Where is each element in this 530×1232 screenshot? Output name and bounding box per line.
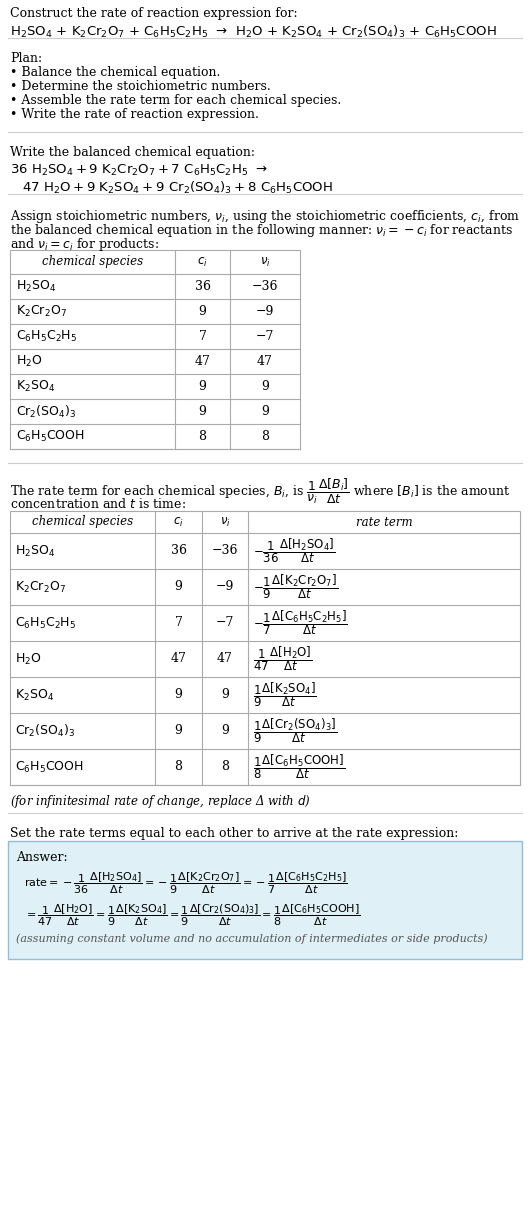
Text: $c_i$: $c_i$ xyxy=(173,515,184,529)
Text: $\nu_i$: $\nu_i$ xyxy=(219,515,231,529)
Text: $\mathregular{K_2Cr_2O_7}$: $\mathregular{K_2Cr_2O_7}$ xyxy=(16,304,67,319)
Text: 9: 9 xyxy=(199,405,207,418)
Text: $\mathregular{C_6H_5COOH}$: $\mathregular{C_6H_5COOH}$ xyxy=(15,759,84,775)
Text: −7: −7 xyxy=(256,330,274,342)
Text: Write the balanced chemical equation:: Write the balanced chemical equation: xyxy=(10,147,255,159)
Text: • Write the rate of reaction expression.: • Write the rate of reaction expression. xyxy=(10,108,259,121)
Text: • Assemble the rate term for each chemical species.: • Assemble the rate term for each chemic… xyxy=(10,94,341,107)
Text: $\mathregular{C_6H_5C_2H_5}$: $\mathregular{C_6H_5C_2H_5}$ xyxy=(16,329,77,344)
Text: 9: 9 xyxy=(221,689,229,701)
Text: $\mathregular{H_2O}$: $\mathregular{H_2O}$ xyxy=(16,354,42,370)
Text: −9: −9 xyxy=(256,306,274,318)
Text: −7: −7 xyxy=(216,616,234,630)
Text: $c_i$: $c_i$ xyxy=(197,255,208,269)
Text: 8: 8 xyxy=(261,430,269,444)
Text: chemical species: chemical species xyxy=(32,515,133,529)
Text: rate term: rate term xyxy=(356,515,412,529)
Text: 47: 47 xyxy=(171,653,187,665)
Text: $\mathregular{H_2SO_4}$: $\mathregular{H_2SO_4}$ xyxy=(15,543,55,558)
Text: $-\dfrac{1}{7}\dfrac{\Delta[\mathregular{C_6H_5C_2H_5}]}{\Delta t}$: $-\dfrac{1}{7}\dfrac{\Delta[\mathregular… xyxy=(253,609,348,637)
Text: Plan:: Plan: xyxy=(10,52,42,65)
Bar xyxy=(10,250,300,448)
Text: 47: 47 xyxy=(217,653,233,665)
Bar xyxy=(10,511,520,785)
Text: 7: 7 xyxy=(199,330,207,342)
Text: −36: −36 xyxy=(212,545,238,558)
Text: $\mathregular{H_2SO_4}$ + $\mathregular{K_2Cr_2O_7}$ + $\mathregular{C_6H_5C_2H_: $\mathregular{H_2SO_4}$ + $\mathregular{… xyxy=(10,23,497,41)
Text: and $\nu_i = c_i$ for products:: and $\nu_i = c_i$ for products: xyxy=(10,237,159,253)
Text: $\mathregular{C_6H_5C_2H_5}$: $\mathregular{C_6H_5C_2H_5}$ xyxy=(15,616,76,631)
Text: 9: 9 xyxy=(261,405,269,418)
Text: $\dfrac{1}{9}\dfrac{\Delta[\mathregular{K_2SO_4}]}{\Delta t}$: $\dfrac{1}{9}\dfrac{\Delta[\mathregular{… xyxy=(253,680,317,710)
Text: $\mathregular{47\ H_2O + 9\ K_2SO_4 + 9\ Cr_2(SO_4)_3 + 8\ C_6H_5COOH}$: $\mathregular{47\ H_2O + 9\ K_2SO_4 + 9\… xyxy=(22,180,333,196)
Text: 36: 36 xyxy=(195,280,210,293)
Text: $\mathregular{K_2Cr_2O_7}$: $\mathregular{K_2Cr_2O_7}$ xyxy=(15,579,66,595)
Text: $\dfrac{1}{9}\dfrac{\Delta[\mathregular{Cr_2(SO_4)_3}]}{\Delta t}$: $\dfrac{1}{9}\dfrac{\Delta[\mathregular{… xyxy=(253,717,337,745)
Text: $\mathrm{rate} = -\dfrac{1}{36}\dfrac{\Delta[\mathregular{H_2SO_4}]}{\Delta t} =: $\mathrm{rate} = -\dfrac{1}{36}\dfrac{\D… xyxy=(24,871,348,897)
Text: Assign stoichiometric numbers, $\nu_i$, using the stoichiometric coefficients, $: Assign stoichiometric numbers, $\nu_i$, … xyxy=(10,208,520,225)
Text: (assuming constant volume and no accumulation of intermediates or side products): (assuming constant volume and no accumul… xyxy=(16,933,488,944)
Text: Set the rate terms equal to each other to arrive at the rate expression:: Set the rate terms equal to each other t… xyxy=(10,827,458,840)
Text: The rate term for each chemical species, $B_i$, is $\dfrac{1}{\nu_i}\dfrac{\Delt: The rate term for each chemical species,… xyxy=(10,477,510,506)
Text: $\mathregular{H_2SO_4}$: $\mathregular{H_2SO_4}$ xyxy=(16,278,56,294)
Text: 8: 8 xyxy=(199,430,207,444)
Text: $-\dfrac{1}{36}\dfrac{\Delta[\mathregular{H_2SO_4}]}{\Delta t}$: $-\dfrac{1}{36}\dfrac{\Delta[\mathregula… xyxy=(253,537,335,565)
Text: concentration and $t$ is time:: concentration and $t$ is time: xyxy=(10,496,186,511)
Text: $\mathregular{H_2O}$: $\mathregular{H_2O}$ xyxy=(15,652,41,667)
Text: • Balance the chemical equation.: • Balance the chemical equation. xyxy=(10,67,220,79)
Text: $\dfrac{1}{47}\dfrac{\Delta[\mathregular{H_2O}]}{\Delta t}$: $\dfrac{1}{47}\dfrac{\Delta[\mathregular… xyxy=(253,644,312,674)
FancyBboxPatch shape xyxy=(8,841,522,958)
Text: 8: 8 xyxy=(221,760,229,774)
Text: 8: 8 xyxy=(174,760,182,774)
Text: 9: 9 xyxy=(261,379,269,393)
Text: 9: 9 xyxy=(174,689,182,701)
Text: $\mathregular{Cr_2(SO_4)_3}$: $\mathregular{Cr_2(SO_4)_3}$ xyxy=(16,403,76,420)
Text: −36: −36 xyxy=(252,280,278,293)
Text: 47: 47 xyxy=(195,355,210,368)
Text: $\mathregular{K_2SO_4}$: $\mathregular{K_2SO_4}$ xyxy=(15,687,54,702)
Text: $\dfrac{1}{8}\dfrac{\Delta[\mathregular{C_6H_5COOH}]}{\Delta t}$: $\dfrac{1}{8}\dfrac{\Delta[\mathregular{… xyxy=(253,753,345,781)
Text: 9: 9 xyxy=(221,724,229,738)
Text: the balanced chemical equation in the following manner: $\nu_i = -c_i$ for react: the balanced chemical equation in the fo… xyxy=(10,222,513,239)
Text: 9: 9 xyxy=(174,580,182,594)
Text: 9: 9 xyxy=(199,306,207,318)
Text: Construct the rate of reaction expression for:: Construct the rate of reaction expressio… xyxy=(10,7,298,20)
Text: $\mathregular{C_6H_5COOH}$: $\mathregular{C_6H_5COOH}$ xyxy=(16,429,85,444)
Text: • Determine the stoichiometric numbers.: • Determine the stoichiometric numbers. xyxy=(10,80,271,92)
Text: $\nu_i$: $\nu_i$ xyxy=(260,255,270,269)
Text: 36: 36 xyxy=(171,545,187,558)
Text: −9: −9 xyxy=(216,580,234,594)
Text: $-\dfrac{1}{9}\dfrac{\Delta[\mathregular{K_2Cr_2O_7}]}{\Delta t}$: $-\dfrac{1}{9}\dfrac{\Delta[\mathregular… xyxy=(253,573,338,601)
Text: $\mathregular{K_2SO_4}$: $\mathregular{K_2SO_4}$ xyxy=(16,379,55,394)
Text: $= \dfrac{1}{47}\dfrac{\Delta[\mathregular{H_2O}]}{\Delta t} = \dfrac{1}{9}\dfra: $= \dfrac{1}{47}\dfrac{\Delta[\mathregul… xyxy=(24,903,360,929)
Text: chemical species: chemical species xyxy=(42,255,143,269)
Text: 47: 47 xyxy=(257,355,273,368)
Text: $\mathregular{Cr_2(SO_4)_3}$: $\mathregular{Cr_2(SO_4)_3}$ xyxy=(15,723,75,739)
Text: 9: 9 xyxy=(174,724,182,738)
Text: 9: 9 xyxy=(199,379,207,393)
Text: $\mathregular{36\ H_2SO_4 + 9\ K_2Cr_2O_7 + 7\ C_6H_5C_2H_5}$  →: $\mathregular{36\ H_2SO_4 + 9\ K_2Cr_2O_… xyxy=(10,163,269,179)
Text: Answer:: Answer: xyxy=(16,851,68,864)
Text: (for infinitesimal rate of change, replace Δ with $d$): (for infinitesimal rate of change, repla… xyxy=(10,793,311,809)
Text: 7: 7 xyxy=(174,616,182,630)
